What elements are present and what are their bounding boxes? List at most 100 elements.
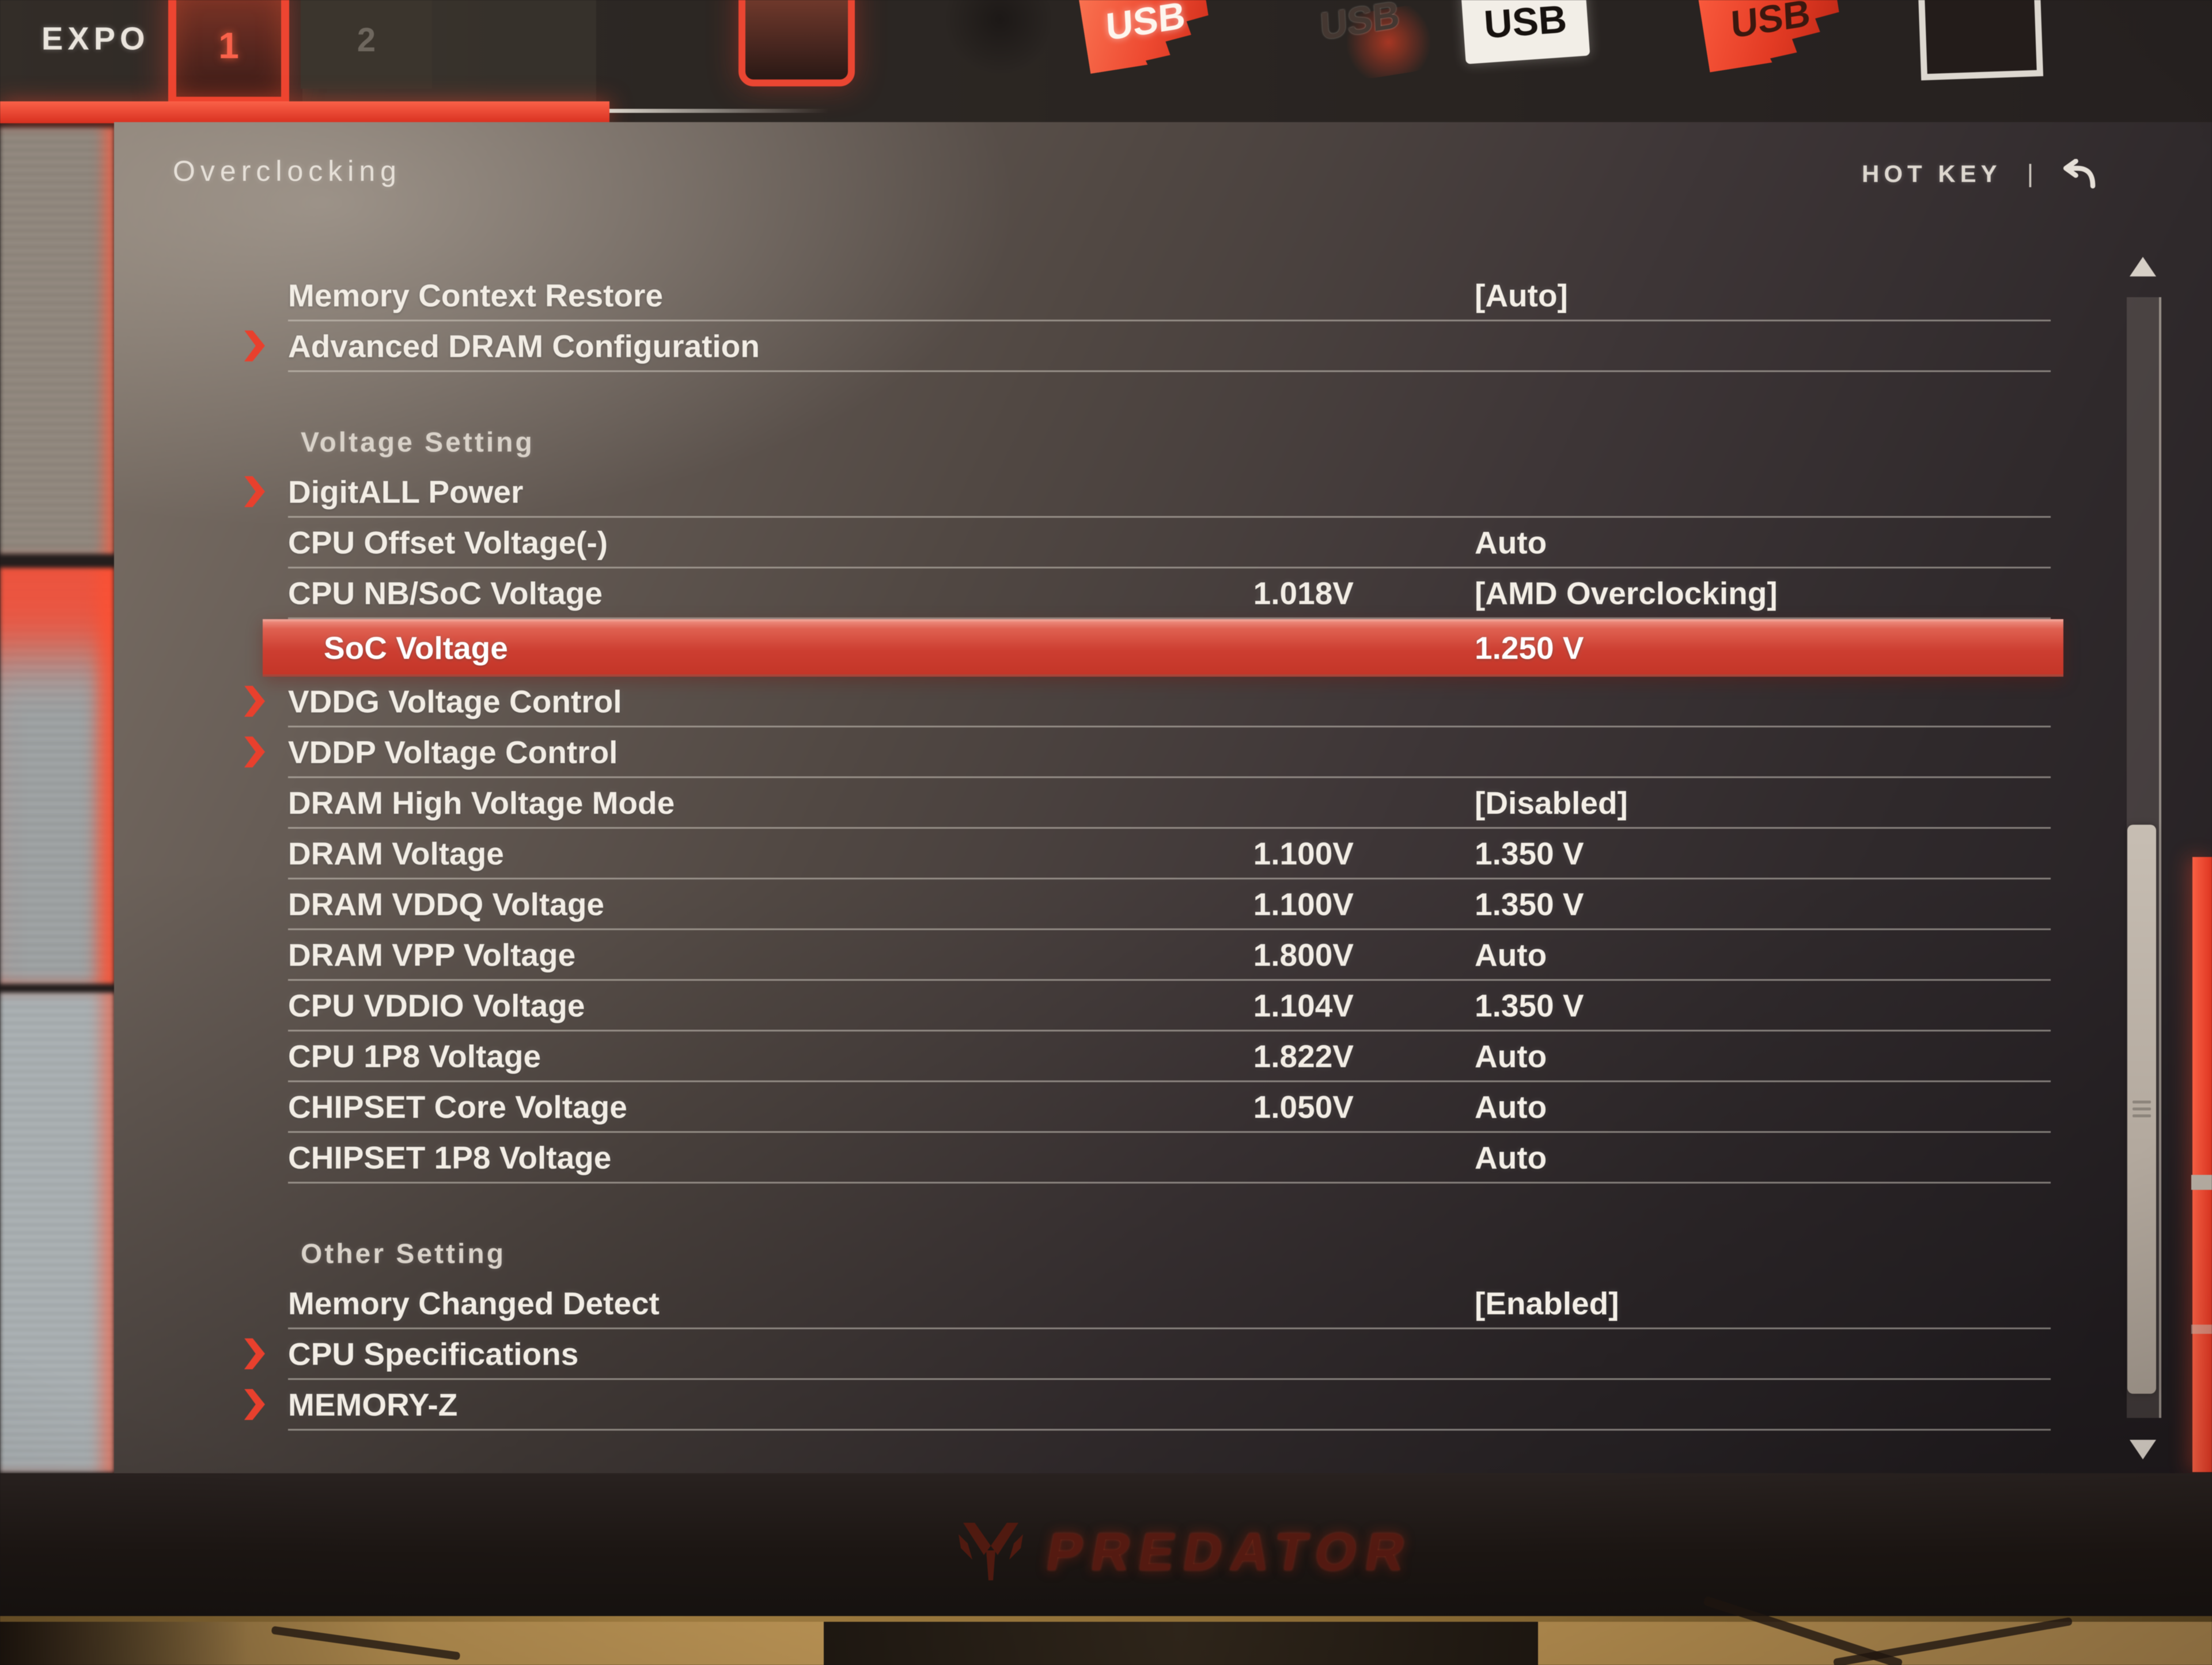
menu-item-cpu-vddio-voltage[interactable]: CPU VDDIO Voltage 1.104V 1.350 V <box>288 981 2051 1031</box>
item-label: CPU Specifications <box>288 1336 579 1372</box>
item-label: SoC Voltage <box>324 630 508 666</box>
item-label: VDDG Voltage Control <box>288 683 622 719</box>
hotkey-separator: | <box>2027 160 2034 188</box>
item-setting-value: Auto <box>1475 936 1547 973</box>
item-label: Memory Changed Detect <box>288 1285 660 1321</box>
menu-item-cpu-specifications[interactable]: CPU Specifications <box>244 1329 2051 1380</box>
menu-item-dram-high-voltage-mode[interactable]: DRAM High Voltage Mode [Disabled] <box>288 778 2051 829</box>
screen-right-edge-strip <box>2191 857 2212 1472</box>
tab-underline-thin-line <box>609 109 828 113</box>
item-setting-value: Auto <box>1475 1088 1547 1125</box>
item-label: CPU NB/SoC Voltage <box>288 575 603 611</box>
item-label: DigitALL Power <box>288 473 524 510</box>
scrollbar[interactable] <box>2127 248 2161 1467</box>
item-label: DRAM VPP Voltage <box>288 936 576 973</box>
item-current-value: 1.104V <box>1253 987 1354 1023</box>
item-setting-value: [Disabled] <box>1475 784 1628 821</box>
expo-profile-tab-2-label: 2 <box>357 21 376 59</box>
item-label: MEMORY-Z <box>288 1386 458 1423</box>
edge-notch <box>2191 1175 2212 1190</box>
monitor-logo: PREDATOR <box>956 1520 1419 1584</box>
hotkey-label: HOT KEY <box>1862 160 2002 187</box>
menu-spacer <box>288 372 2051 418</box>
faint-circle-icon <box>944 0 1056 75</box>
usb-flag-label: USB <box>1105 0 1187 49</box>
item-current-value: 1.822V <box>1253 1038 1354 1074</box>
item-setting-value: [Enabled] <box>1475 1285 1619 1321</box>
menu-item-dram-voltage[interactable]: DRAM Voltage 1.100V 1.350 V <box>288 829 2051 879</box>
menu-item-cpu-1p8-voltage[interactable]: CPU 1P8 Voltage 1.822V Auto <box>288 1031 2051 1082</box>
scrollbar-grip-icon <box>2127 1097 2156 1121</box>
expo-profile-tab-1-label: 1 <box>218 25 239 66</box>
menu-item-advanced-dram-configuration[interactable]: Advanced DRAM Configuration <box>244 321 2051 372</box>
sidebar-thumbnail-3 <box>0 993 114 1472</box>
usb-flag-dim-icon: USB <box>1295 0 1442 83</box>
menu-item-cpu-offset-voltage[interactable]: CPU Offset Voltage(-) Auto <box>288 518 2051 568</box>
item-setting-value: Auto <box>1475 1139 1547 1175</box>
expo-label: EXPO <box>41 20 150 56</box>
scrollbar-up-icon[interactable] <box>2130 257 2156 276</box>
menu-item-dram-vddq-voltage[interactable]: DRAM VDDQ Voltage 1.100V 1.350 V <box>288 879 2051 930</box>
item-label: CHIPSET Core Voltage <box>288 1088 627 1125</box>
item-label: Advanced DRAM Configuration <box>288 328 760 364</box>
item-setting-value: 1.350 V <box>1475 835 1584 871</box>
menu-item-chipset-core-voltage[interactable]: CHIPSET Core Voltage 1.050V Auto <box>288 1082 2051 1133</box>
item-label: DRAM VDDQ Voltage <box>288 886 605 922</box>
back-icon[interactable] <box>2059 159 2096 189</box>
item-current-value: 1.050V <box>1253 1088 1354 1125</box>
menu-item-memory-z[interactable]: MEMORY-Z <box>244 1380 2051 1431</box>
usb-flag2-icon: USB <box>1696 0 1846 73</box>
settings-panel <box>114 122 2212 1473</box>
item-current-value: 1.018V <box>1253 575 1354 611</box>
sidebar-thumbnail-1 <box>0 128 114 554</box>
square-outline-icon <box>1917 0 2044 81</box>
menu-item-memory-changed-detect[interactable]: Memory Changed Detect [Enabled] <box>288 1279 2051 1329</box>
usb-flag-icon: USB <box>1077 0 1214 74</box>
item-setting-value: [AMD Overclocking] <box>1475 575 1778 611</box>
item-label: Memory Context Restore <box>288 277 663 313</box>
menu-item-vddp-voltage-control[interactable]: VDDP Voltage Control <box>244 727 2051 778</box>
desk-shadow <box>0 1622 248 1665</box>
item-label: VDDP Voltage Control <box>288 734 618 770</box>
item-label: CHIPSET 1P8 Voltage <box>288 1139 612 1175</box>
monitor-brand-text: PREDATOR <box>1042 1522 1419 1581</box>
sidebar-thumbnail-2 <box>0 568 114 984</box>
edge-notch-small <box>2191 1325 2212 1334</box>
desk-surface <box>0 1595 2212 1665</box>
menu-item-cpu-nb-soc-voltage[interactable]: CPU NB/SoC Voltage 1.018V [AMD Overclockin… <box>288 568 2051 619</box>
item-label: CPU Offset Voltage(-) <box>288 524 608 560</box>
tab-underline-bar <box>0 101 609 123</box>
scrollbar-thumb[interactable] <box>2127 825 2156 1394</box>
menu-item-chipset-1p8-voltage[interactable]: CHIPSET 1P8 Voltage Auto <box>288 1133 2051 1184</box>
menu-rows: Memory Context Restore [Auto] Advanced DRA… <box>244 271 2063 1431</box>
menu-item-soc-voltage[interactable]: SoC Voltage 1.250 V <box>263 619 2063 677</box>
section-header: Other Setting <box>301 1239 506 1269</box>
item-label: CPU 1P8 Voltage <box>288 1038 541 1074</box>
expo-profile-tab-2[interactable]: 2 <box>301 0 432 89</box>
menu-item-digitall-power[interactable]: DigitALL Power <box>244 467 2051 518</box>
device-port-icon <box>738 0 855 86</box>
monitor-stand <box>824 1622 1538 1665</box>
menu-item-dram-vpp-voltage[interactable]: DRAM VPP Voltage 1.800V Auto <box>288 930 2051 981</box>
page-title: Overclocking <box>173 155 402 187</box>
item-label: CPU VDDIO Voltage <box>288 987 585 1023</box>
usb-box-label: USB <box>1482 0 1569 47</box>
menu-item-memory-context-restore[interactable]: Memory Context Restore [Auto] <box>288 271 2051 321</box>
item-setting-value: Auto <box>1475 524 1547 560</box>
item-setting-value: 1.250 V <box>1475 630 1584 666</box>
menu-spacer <box>288 1184 2051 1230</box>
item-setting-value: Auto <box>1475 1038 1547 1074</box>
hotkey-area: HOT KEY | <box>1862 159 2096 189</box>
item-setting-value: [Auto] <box>1475 277 1568 313</box>
scrollbar-down-icon[interactable] <box>2130 1440 2156 1459</box>
item-label: DRAM High Voltage Mode <box>288 784 675 821</box>
predator-emblem-icon <box>959 1523 1023 1580</box>
menu-item-vddg-voltage-control[interactable]: VDDG Voltage Control <box>244 677 2051 727</box>
cable <box>1832 1617 2073 1665</box>
usb-box-icon: USB <box>1460 0 1590 65</box>
top-header-bar: EXPO 1 2 USB USB USB USB <box>0 0 2212 123</box>
expo-profile-tab-1[interactable]: 1 <box>168 0 289 105</box>
item-current-value: 1.100V <box>1253 886 1354 922</box>
item-current-value: 1.800V <box>1253 936 1354 973</box>
bezel-bottom-trim <box>0 1616 2212 1622</box>
